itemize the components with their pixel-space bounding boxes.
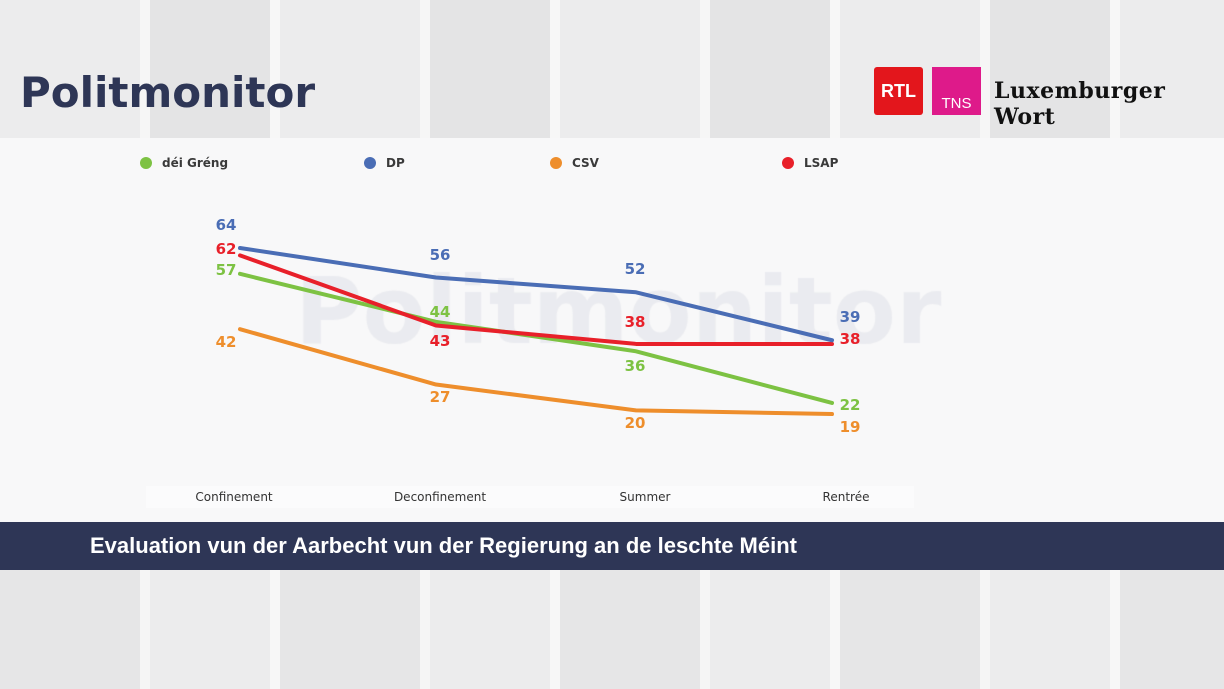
legend-dot-icon [782,157,794,169]
subtitle-bar [0,522,1224,570]
tns-logo-text: TNS [941,95,972,112]
data-label: 39 [840,308,861,326]
data-label: 22 [840,396,861,414]
series-line-d-i-gr-ng [238,271,834,405]
x-tick-label: Deconfinement [393,490,487,504]
legend-label: LSAP [804,156,839,170]
x-axis-band [146,486,914,508]
data-label: 44 [430,303,451,321]
legend-label: déi Gréng [162,156,229,170]
rtl-logo-text: RTL [881,80,916,101]
header-background [0,0,1224,138]
rtl-logo: RTL [874,67,923,115]
x-tick-label: Confinement [195,490,273,504]
chart-subtitle: Evaluation vun der Aarbecht vun der Regi… [90,533,797,558]
legend-dot-icon [140,157,152,169]
data-label: 62 [216,240,237,258]
data-label: 56 [430,246,451,264]
data-label: 42 [216,333,237,351]
watermark-image [0,138,1224,522]
data-label: 36 [625,357,646,375]
data-label: 19 [840,418,861,436]
x-tick-label: Summer [619,490,671,504]
footer-background [0,570,1224,689]
series-line-csv [238,327,834,417]
legend-label: CSV [572,156,599,170]
page-title: Politmonitor [20,68,316,117]
tns-logo: TNS [932,67,981,115]
x-tick-label: Rentrée [822,490,870,504]
data-label: 38 [840,330,861,348]
legend-dot-icon [364,157,376,169]
legend-item: LSAP [782,156,838,170]
data-label: 20 [625,414,646,432]
data-label: 38 [625,313,646,331]
series-line-dp [238,246,834,343]
data-label: 43 [430,332,451,350]
legend-item: CSV [550,156,599,170]
series-line-lsap [238,253,834,346]
data-label: 27 [430,388,451,406]
legend-label: DP [386,156,405,170]
luxemburger-wort-logo: Luxemburger Wort [994,78,1166,130]
data-label: 57 [216,261,237,279]
legend-item: DP [364,156,405,170]
data-label: 64 [216,216,237,234]
legend-item: déi Gréng [140,156,228,170]
legend-dot-icon [550,157,562,169]
data-label: 52 [625,260,646,278]
